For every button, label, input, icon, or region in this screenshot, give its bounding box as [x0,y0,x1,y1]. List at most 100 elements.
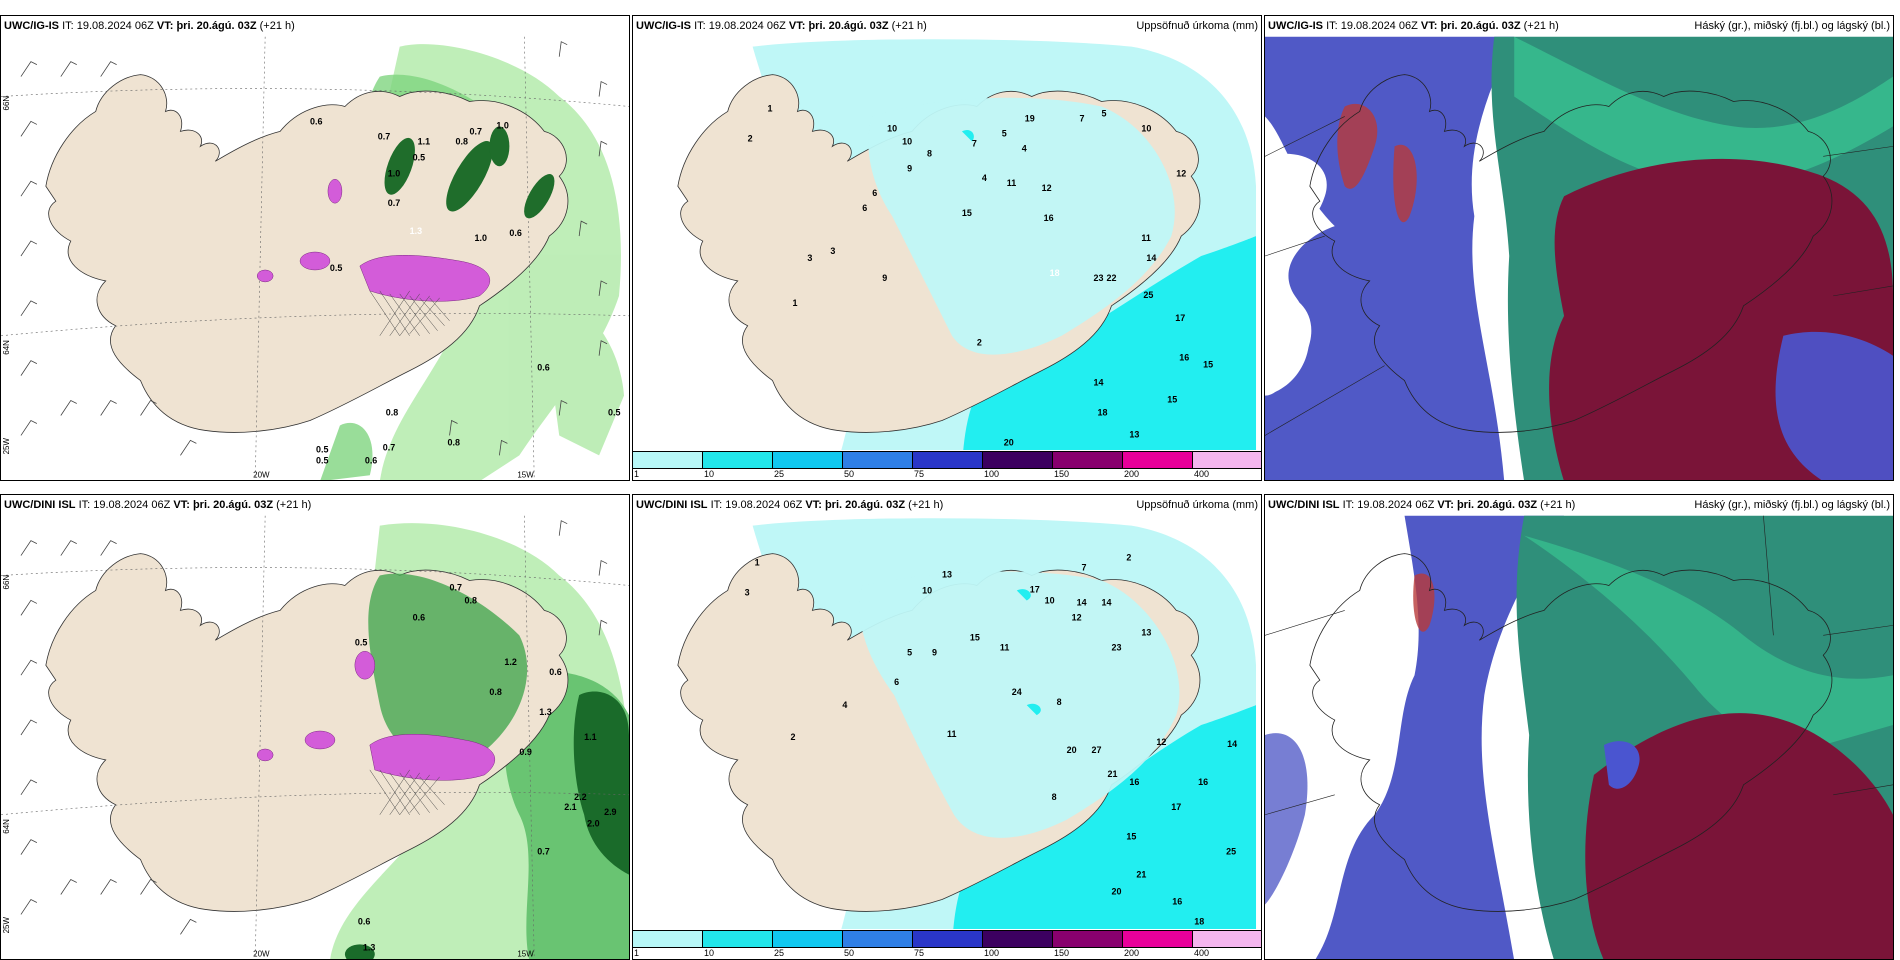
precip-value: 20 [1111,887,1121,897]
wind-label: 1.1 [418,136,430,146]
axis-lon-15: 15W [517,949,534,958]
lead-time: (+21 h) [1540,499,1576,511]
legend-tick: 100 [984,469,1000,479]
wind-label: 1.3 [539,707,551,717]
axis-lon-25: 25W [2,917,11,934]
it-value: 19.08.2024 06Z [93,499,171,511]
precip-map-panel-top: UWC/IG-IS IT: 19.08.2024 06Z VT: þri. 20… [632,15,1262,481]
precip-value: 18 [1098,408,1108,418]
wind-label: 0.6 [537,363,549,373]
lead-time: (+21 h) [276,499,312,511]
model-name: UWC/IG-IS [1268,20,1323,32]
precip-value: 3 [807,253,812,263]
wind-label: 0.6 [509,228,521,238]
it-label: IT: [62,20,74,32]
cloud-map-panel-bottom: UWC/DINI ISL IT: 19.08.2024 06Z VT: þri.… [1264,494,1894,960]
precip-value: 4 [842,700,847,710]
precip-value: 10 [1045,595,1055,605]
lead-time: (+21 h) [259,20,295,32]
legend-swatch [703,452,773,468]
precip-value: 6 [862,203,867,213]
precip-legend: 1 10 25 50 75 100 150 200 400 [633,929,1261,959]
precip-value: 2 [790,732,795,742]
precip-value: 21 [1107,769,1117,779]
precip-value: 12 [1176,168,1186,178]
wind-label: 0.9 [519,747,531,757]
legend-swatch [773,452,843,468]
precip-value: 11 [1141,233,1150,243]
model-name: UWC/IG-IS [4,20,59,32]
legend-swatch [843,452,913,468]
it-value: 19.08.2024 06Z [725,499,803,511]
precip-value: 8 [927,148,932,158]
precip-value: 12 [1156,737,1166,747]
it-value: 19.08.2024 06Z [1357,499,1435,511]
wind-label: 0.5 [608,408,620,418]
precip-value: 16 [1172,896,1182,906]
precip-value: 15 [1126,832,1136,842]
precip-value: 20 [1004,437,1014,447]
legend-tick: 75 [914,469,925,479]
wind-map: 0.7 0.8 0.6 1.2 0.6 0.8 0.5 0.9 1.3 1.1 … [1,515,629,959]
cloud-map-panel-top: UWC/IG-IS IT: 19.08.2024 06Z VT: þri. 20… [1264,15,1894,481]
precip-value: 11 [947,729,956,739]
precip-map-panel-bottom: UWC/DINI ISL IT: 19.08.2024 06Z VT: þri.… [632,494,1262,960]
legend-swatch [983,931,1053,947]
wind-label: 0.7 [383,442,395,452]
legend-swatch [703,931,773,947]
wind-label: 0.6 [413,612,425,622]
precip-value: 17 [1175,313,1185,323]
precip-value: 13 [1129,429,1139,439]
precip-value: 10 [1141,123,1151,133]
legend-tick: 400 [1194,469,1210,479]
precip-value: 4 [1022,143,1027,153]
legend-swatch [1053,931,1123,947]
precip-value: 14 [1077,597,1087,607]
panel-header: UWC/IG-IS IT: 19.08.2024 06Z VT: þri. 20… [1265,16,1893,36]
wind-label: 0.6 [358,916,370,926]
precip-value: 25 [1226,847,1236,857]
wind-label: 0.5 [355,637,367,647]
legend-swatch [1193,452,1261,468]
precip-value: 15 [970,632,980,642]
wind-label: 0.6 [365,455,377,465]
precip-value: 4 [982,173,987,183]
panel-header: UWC/DINI ISL IT: 19.08.2024 06Z VT: þri.… [1265,495,1893,515]
legend-tick: 200 [1124,469,1140,479]
precip-value: 10 [902,136,912,146]
precip-value: 13 [942,570,952,580]
lead-time: (+21 h) [1523,20,1559,32]
precip-value: 1 [792,298,797,308]
precip-value: 9 [907,163,912,173]
precip-value: 20 [1067,745,1077,755]
precip-value: 1 [755,558,760,568]
lead-time: (+21 h) [908,499,944,511]
precip-value: 18 [1050,268,1060,278]
wind-label: 0.7 [450,582,462,592]
legend-tick: 150 [1054,469,1070,479]
legend-tick: 50 [844,469,855,479]
precip-value: 3 [830,246,835,256]
legend-tick: 10 [704,469,715,479]
precip-value: 13 [1141,627,1151,637]
precip-value: 27 [1092,745,1102,755]
wind-label: 0.8 [456,136,468,146]
legend-swatch [913,452,983,468]
legend-tick: 1 [634,469,640,479]
legend-swatch [1053,452,1123,468]
wind-label: 1.0 [496,120,508,130]
vt-value: þri. 20.ágú. 03Z [1440,20,1521,32]
wind-label: 0.5 [330,263,342,273]
wind-map-panel-bottom: UWC/DINI ISL IT: 19.08.2024 06Z VT: þri.… [0,494,630,960]
precip-map: 1 2 10 10 9 8 7 5 4 12 15 11 16 18 23 22… [633,36,1261,480]
it-label: IT: [1342,499,1355,511]
panel-title: Uppsöfnuð úrkoma (mm) [1136,20,1258,32]
precip-value: 1 [768,103,773,113]
it-label: IT: [694,20,706,32]
model-name: UWC/DINI ISL [636,499,708,511]
wind-label: 1.1 [584,732,596,742]
legend-swatch [1123,452,1193,468]
vt-value: þri. 20.ágú. 03Z [192,499,274,511]
precip-value: 23 [1094,273,1104,283]
wind-label: 1.3 [363,942,375,952]
